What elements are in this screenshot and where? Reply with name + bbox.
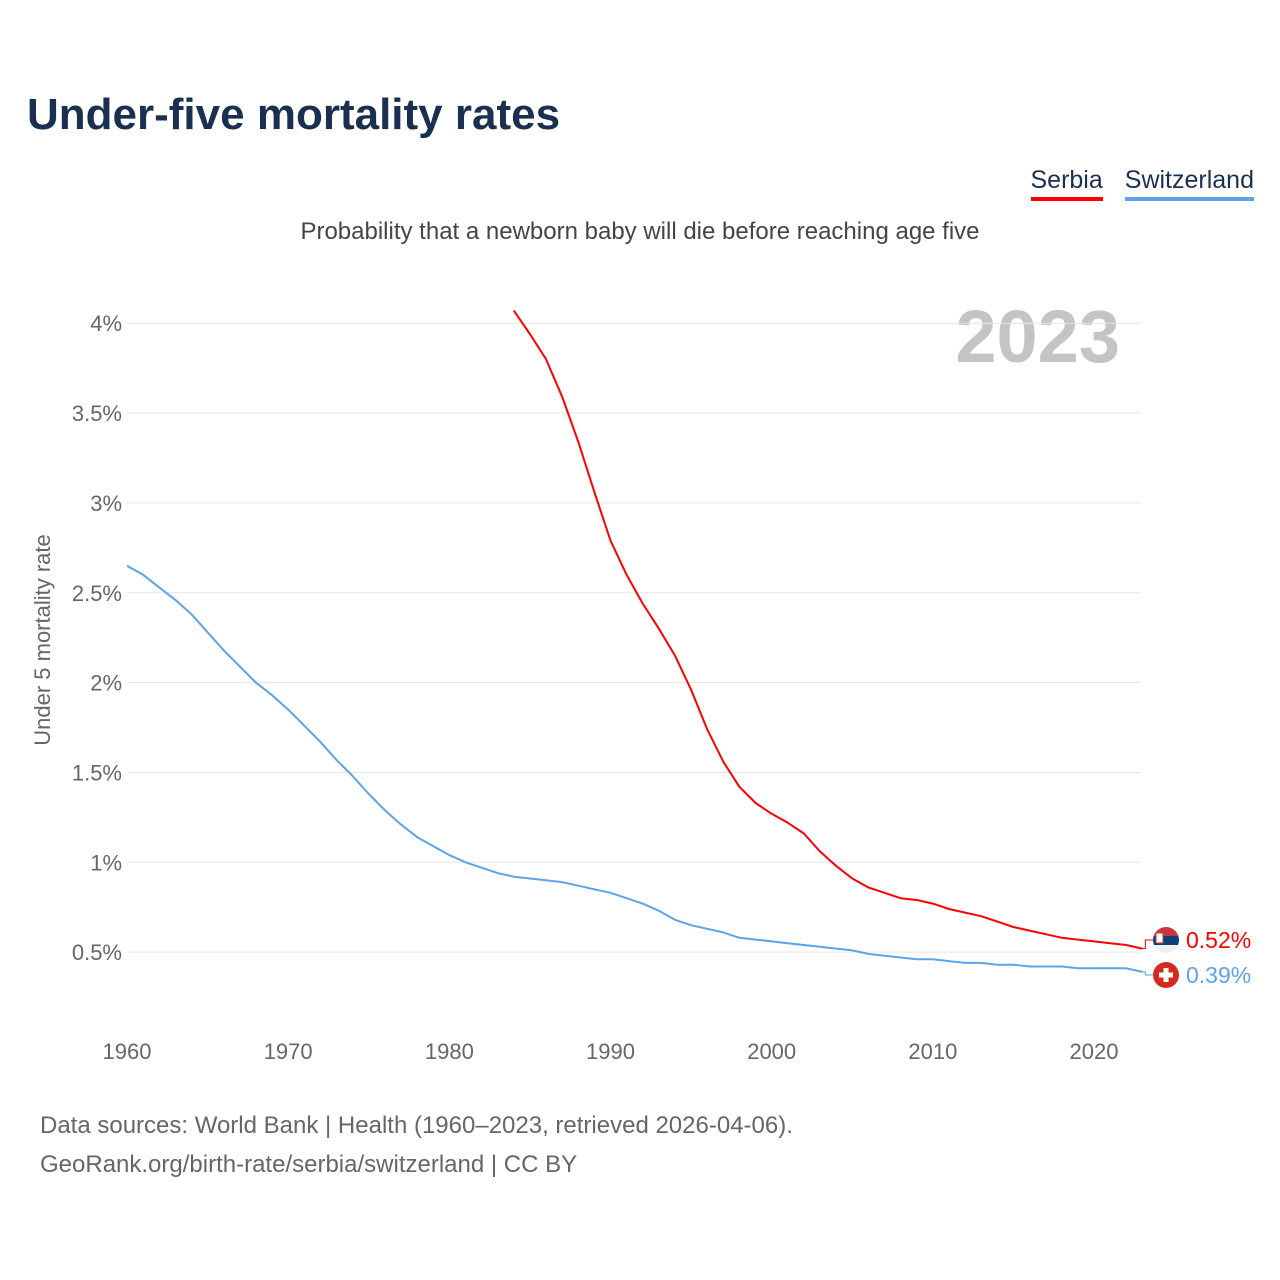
legend: Serbia Switzerland bbox=[1030, 166, 1254, 201]
y-tick-label: 1.5% bbox=[72, 760, 122, 785]
x-tick-label: 2000 bbox=[747, 1039, 796, 1064]
end-value-label: 0.39% bbox=[1186, 962, 1251, 988]
source-link[interactable]: GeoRank.org/birth-rate/serbia/switzerlan… bbox=[40, 1151, 578, 1178]
y-tick-label: 2% bbox=[90, 671, 122, 696]
y-tick-label: 4% bbox=[90, 311, 122, 336]
end-value-label: 0.52% bbox=[1186, 927, 1251, 953]
x-tick-label: 1990 bbox=[586, 1039, 635, 1064]
y-axis-label: Under 5 mortality rate bbox=[30, 534, 55, 746]
end-connector bbox=[1142, 939, 1153, 950]
y-tick-label: 2.5% bbox=[72, 581, 122, 606]
year-watermark: 2023 bbox=[955, 295, 1120, 378]
series-line-serbia bbox=[512, 310, 1143, 950]
switzerland-flag-icon bbox=[1153, 962, 1179, 988]
serbia-flag-icon bbox=[1153, 927, 1179, 953]
legend-item-switzerland[interactable]: Switzerland bbox=[1124, 166, 1254, 201]
data-source: Data sources: World Bank | Health (1960–… bbox=[40, 1106, 793, 1184]
chart-subtitle: Probability that a newborn baby will die… bbox=[300, 218, 980, 245]
x-tick-label: 1960 bbox=[103, 1039, 152, 1064]
x-tick-label: 2020 bbox=[1070, 1039, 1119, 1064]
x-tick-label: 2010 bbox=[908, 1039, 957, 1064]
y-tick-label: 1% bbox=[90, 850, 122, 875]
x-tick-label: 1980 bbox=[425, 1039, 474, 1064]
x-tick-label: 1970 bbox=[264, 1039, 313, 1064]
legend-item-serbia[interactable]: Serbia bbox=[1030, 166, 1103, 201]
series-line-switzerland bbox=[126, 564, 1143, 973]
y-tick-label: 0.5% bbox=[72, 940, 122, 965]
source-line: Data sources: World Bank | Health (1960–… bbox=[40, 1112, 793, 1139]
end-connector bbox=[1142, 971, 1153, 976]
chart-title: Under-five mortality rates bbox=[27, 90, 561, 139]
y-tick-label: 3% bbox=[90, 491, 122, 516]
y-tick-label: 3.5% bbox=[72, 401, 122, 426]
